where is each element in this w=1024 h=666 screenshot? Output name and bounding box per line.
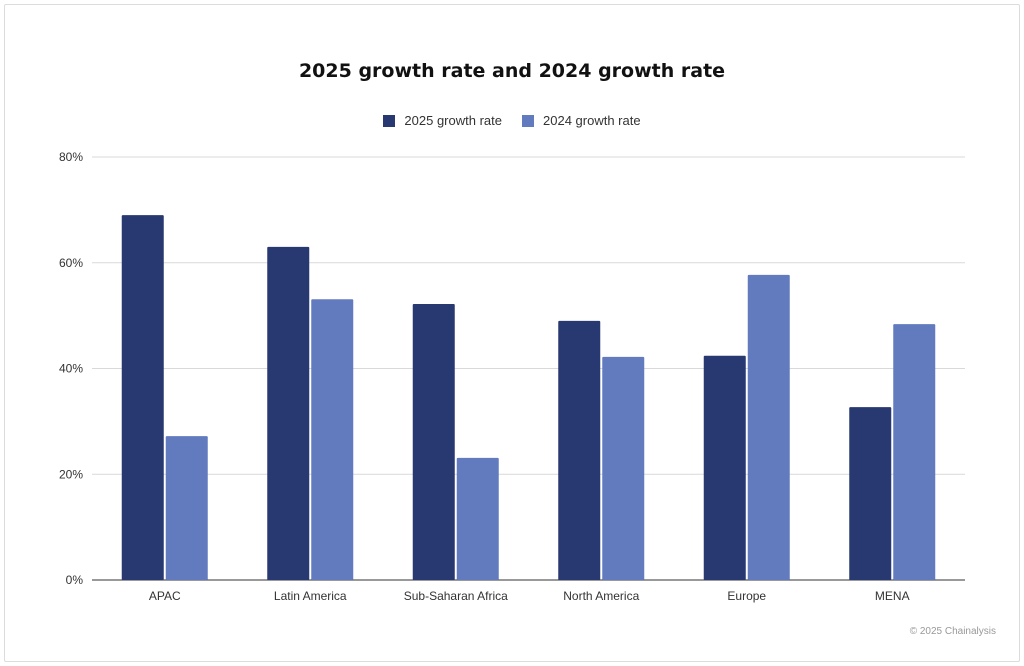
- y-tick-label: 60%: [59, 256, 83, 270]
- bar-2024: [893, 324, 936, 580]
- legend-item-2025: 2025 growth rate: [383, 113, 502, 128]
- y-tick-label: 0%: [66, 573, 84, 587]
- bar-2025: [558, 320, 601, 580]
- bar-2025: [267, 246, 310, 580]
- legend-swatch-2024: [522, 114, 534, 127]
- y-tick-label: 20%: [59, 467, 83, 481]
- bar-2025: [412, 303, 455, 580]
- x-tick-label: Sub-Saharan Africa: [404, 589, 508, 603]
- bar-2024: [602, 356, 645, 580]
- chart-frame: [4, 4, 1020, 662]
- bar-2024: [165, 436, 208, 580]
- x-tick-label: Europe: [727, 589, 766, 603]
- bar-2024: [456, 457, 499, 580]
- legend-swatch-2025: [383, 114, 396, 127]
- bar-2024: [747, 274, 790, 580]
- y-tick-label: 80%: [59, 150, 83, 164]
- x-tick-label: APAC: [149, 589, 181, 603]
- bar-2025: [703, 355, 746, 580]
- y-tick-label: 40%: [59, 362, 83, 376]
- chart-title: 2025 growth rate and 2024 growth rate: [298, 60, 726, 82]
- legend: 2025 growth rate 2024 growth rate: [0, 113, 1024, 128]
- x-tick-label: North America: [563, 589, 639, 603]
- legend-label-2025: 2025 growth rate: [404, 113, 502, 128]
- bar-2025: [849, 407, 892, 580]
- legend-label-2024: 2024 growth rate: [543, 113, 641, 128]
- x-tick-label: MENA: [875, 589, 910, 603]
- x-tick-label: Latin America: [274, 589, 347, 603]
- bar-2025: [121, 215, 164, 580]
- legend-item-2024: 2024 growth rate: [522, 113, 641, 128]
- copyright-credit: © 2025 Chainalysis: [909, 626, 996, 637]
- bar-2024: [311, 299, 354, 580]
